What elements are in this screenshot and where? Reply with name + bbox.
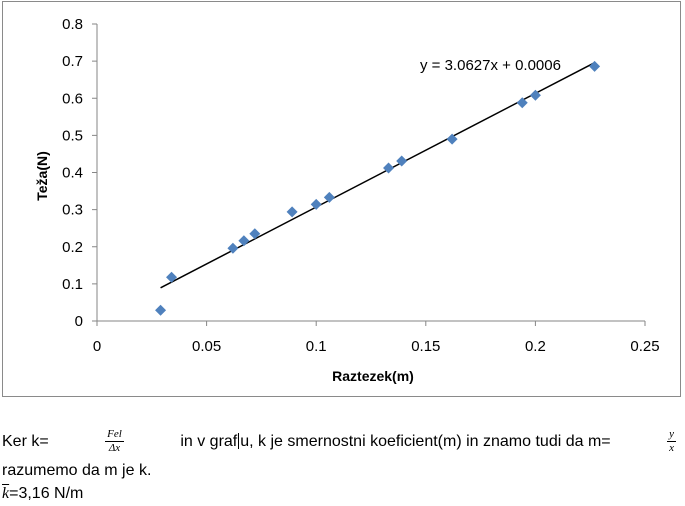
fraction-y-over-x: y x [667, 428, 676, 455]
text-in-v-graf-a: in v graf [180, 432, 238, 450]
data-point [166, 271, 178, 283]
data-point [396, 155, 408, 167]
text-in-v-graf: in v graf u, k je smernostni koeficient(m… [180, 432, 610, 452]
y-axis-title: Teža(N) [34, 151, 50, 201]
data-point [310, 198, 322, 210]
fraction-numerator: Fel [105, 428, 124, 442]
axes [96, 24, 645, 322]
explanation-line-1: Ker k= Fel Δx in v graf u, k je smernostn… [2, 428, 680, 455]
chart-frame: 0 0.05 0.1 0.15 0.2 0.25 0 0.1 0.2 0.3 0.4 0.5 0.6 0… [2, 1, 681, 397]
y-tick-labels: 0 0.1 0.2 0.3 0.4 0.5 0.6 0.7 0.8 [62, 16, 97, 330]
data-points [155, 60, 601, 316]
x-tick-labels: 0 0.05 0.1 0.15 0.2 0.25 [93, 321, 660, 355]
data-point [446, 133, 458, 145]
trendline-equation: y = 3.0627x + 0.0006 [420, 57, 561, 74]
data-point [589, 60, 601, 72]
data-point [249, 228, 261, 240]
data-point [286, 206, 298, 218]
y-tick-label: 0.3 [62, 202, 83, 219]
x-axis-title: Raztezek(m) [332, 368, 414, 384]
fraction-denominator: Δx [108, 442, 121, 454]
y-tick-label: 0.1 [62, 276, 83, 293]
data-point [323, 191, 335, 203]
result-line: k=3,16 N/m [2, 484, 682, 504]
fraction-fel-over-dx: Fel Δx [105, 428, 124, 455]
y-tick-label: 0.2 [62, 239, 83, 256]
y-tick-label: 0.6 [62, 90, 83, 107]
text-cursor [238, 433, 240, 450]
x-tick-label: 0 [93, 338, 101, 355]
text-ker-k: Ker k= [2, 432, 49, 450]
trendline-group [160, 62, 595, 289]
data-point [383, 162, 395, 174]
scatter-chart: 0 0.05 0.1 0.15 0.2 0.25 00.10.20.30.40.50.60… [34, 16, 660, 384]
data-point [529, 89, 541, 101]
x-tick-label: 0.2 [525, 338, 546, 355]
fraction-denominator: x [669, 442, 674, 454]
data-point [516, 97, 528, 109]
text-in-v-graf-b: u, k je smernostni koeficient(m) in znam… [240, 432, 611, 450]
x-tick-label: 0.15 [411, 338, 440, 355]
x-tick-label: 0.05 [192, 338, 221, 355]
data-point [227, 242, 239, 254]
trendline [160, 62, 595, 289]
y-tick-label: 0.5 [62, 127, 83, 144]
y-tick-label: 0.8 [62, 16, 83, 33]
k-mean-symbol: k [2, 485, 10, 502]
y-tick-label: 0.4 [62, 165, 83, 182]
explanation-line-2: razumemo da m je k. [2, 462, 152, 479]
data-point [155, 304, 167, 316]
y-tick-label: 0 [75, 313, 83, 330]
x-tick-label: 0.1 [306, 338, 327, 355]
result-value: =3,16 N/m [9, 485, 84, 502]
fraction-numerator: y [667, 428, 676, 442]
data-point [238, 235, 250, 247]
y-tick-label: 0.7 [62, 53, 83, 70]
x-tick-label: 0.25 [630, 338, 659, 355]
